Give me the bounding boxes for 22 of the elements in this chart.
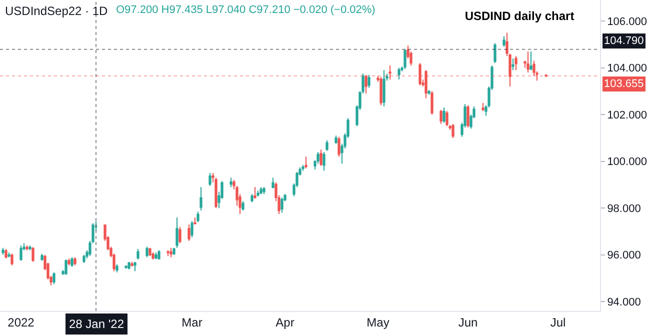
y-tick-label: 100.000 <box>607 156 647 168</box>
annotation: USDIndSep22 · 1D <box>5 4 108 18</box>
y-tick-label: 94.000 <box>607 296 641 308</box>
candlestick <box>124 264 128 270</box>
x-tick-label: May <box>366 315 390 330</box>
y-tick-label: 96.000 <box>607 250 641 262</box>
ref-line-label: 104.790 <box>604 35 644 47</box>
x-tick-label: Jul <box>550 315 566 330</box>
annotation: O97.200 H97.435 L97.040 C97.210 −0.020 (−0.02%) <box>116 4 376 16</box>
x-tick-label: Mar <box>182 315 202 330</box>
candlestick <box>544 74 548 78</box>
ref-line-label: 28 Jan '22 <box>69 317 124 331</box>
x-tick-label: 2022 <box>8 315 35 330</box>
y-tick-label: 98.000 <box>607 202 641 215</box>
y-tick-label: 104.000 <box>607 62 647 75</box>
x-tick-label: Jun <box>458 315 478 330</box>
y-tick-label: 106.000 <box>607 16 647 28</box>
x-tick-label: Apr <box>276 315 294 330</box>
text: USDIND daily chart <box>464 9 574 24</box>
ref-line-label: 103.655 <box>604 78 644 90</box>
candlestick <box>170 247 172 258</box>
y-tick-label: 102.000 <box>607 109 647 122</box>
